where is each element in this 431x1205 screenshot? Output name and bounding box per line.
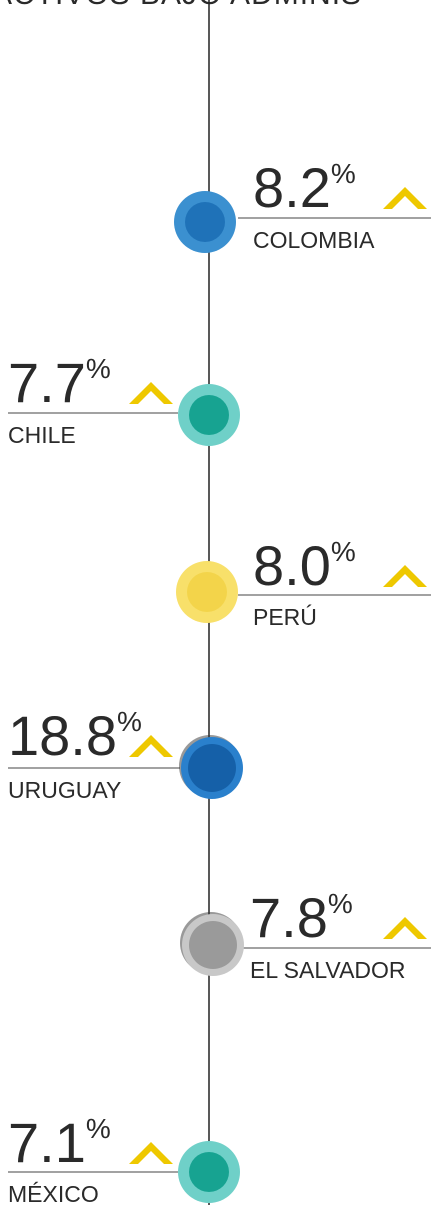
marker-inner: [189, 1152, 229, 1192]
value-number: 7.7: [8, 351, 86, 414]
value-unit: %: [331, 158, 356, 189]
value-number: 18.8: [8, 704, 117, 767]
value-unit: %: [86, 1113, 111, 1144]
trend-up-icon: [383, 565, 427, 587]
value-unit: %: [328, 888, 353, 919]
value-unit: %: [86, 353, 111, 384]
value-unit: %: [331, 536, 356, 567]
marker-inner: [189, 921, 237, 969]
marker-inner: [185, 202, 225, 242]
trend-up-icon: [129, 735, 173, 757]
page-title: ACTIVOS BAJO ADMINIS: [0, 0, 362, 11]
trend-up-icon: [383, 187, 427, 209]
marker-inner: [189, 395, 229, 435]
value-text: 8.0%: [253, 534, 356, 597]
value-text: 7.7%: [8, 351, 111, 414]
marker-inner: [188, 744, 236, 792]
value-text: 18.8%: [8, 704, 142, 767]
trend-up-icon: [129, 1142, 173, 1164]
value-number: 8.2: [253, 156, 331, 219]
value-number: 7.1: [8, 1111, 86, 1174]
country-label: URUGUAY: [8, 777, 121, 803]
value-number: 7.8: [250, 886, 328, 949]
value-text: 7.1%: [8, 1111, 111, 1174]
country-label: COLOMBIA: [253, 227, 375, 253]
country-label: PERÚ: [253, 604, 317, 630]
trend-up-icon: [383, 917, 427, 939]
trend-up-icon: [129, 382, 173, 404]
marker-inner: [187, 572, 227, 612]
country-label: EL SALVADOR: [250, 957, 406, 983]
value-unit: %: [117, 706, 142, 737]
country-label: MÉXICO: [8, 1181, 99, 1205]
value-text: 7.8%: [250, 886, 353, 949]
country-label: CHILE: [8, 422, 76, 448]
value-number: 8.0: [253, 534, 331, 597]
value-text: 8.2%: [253, 156, 356, 219]
